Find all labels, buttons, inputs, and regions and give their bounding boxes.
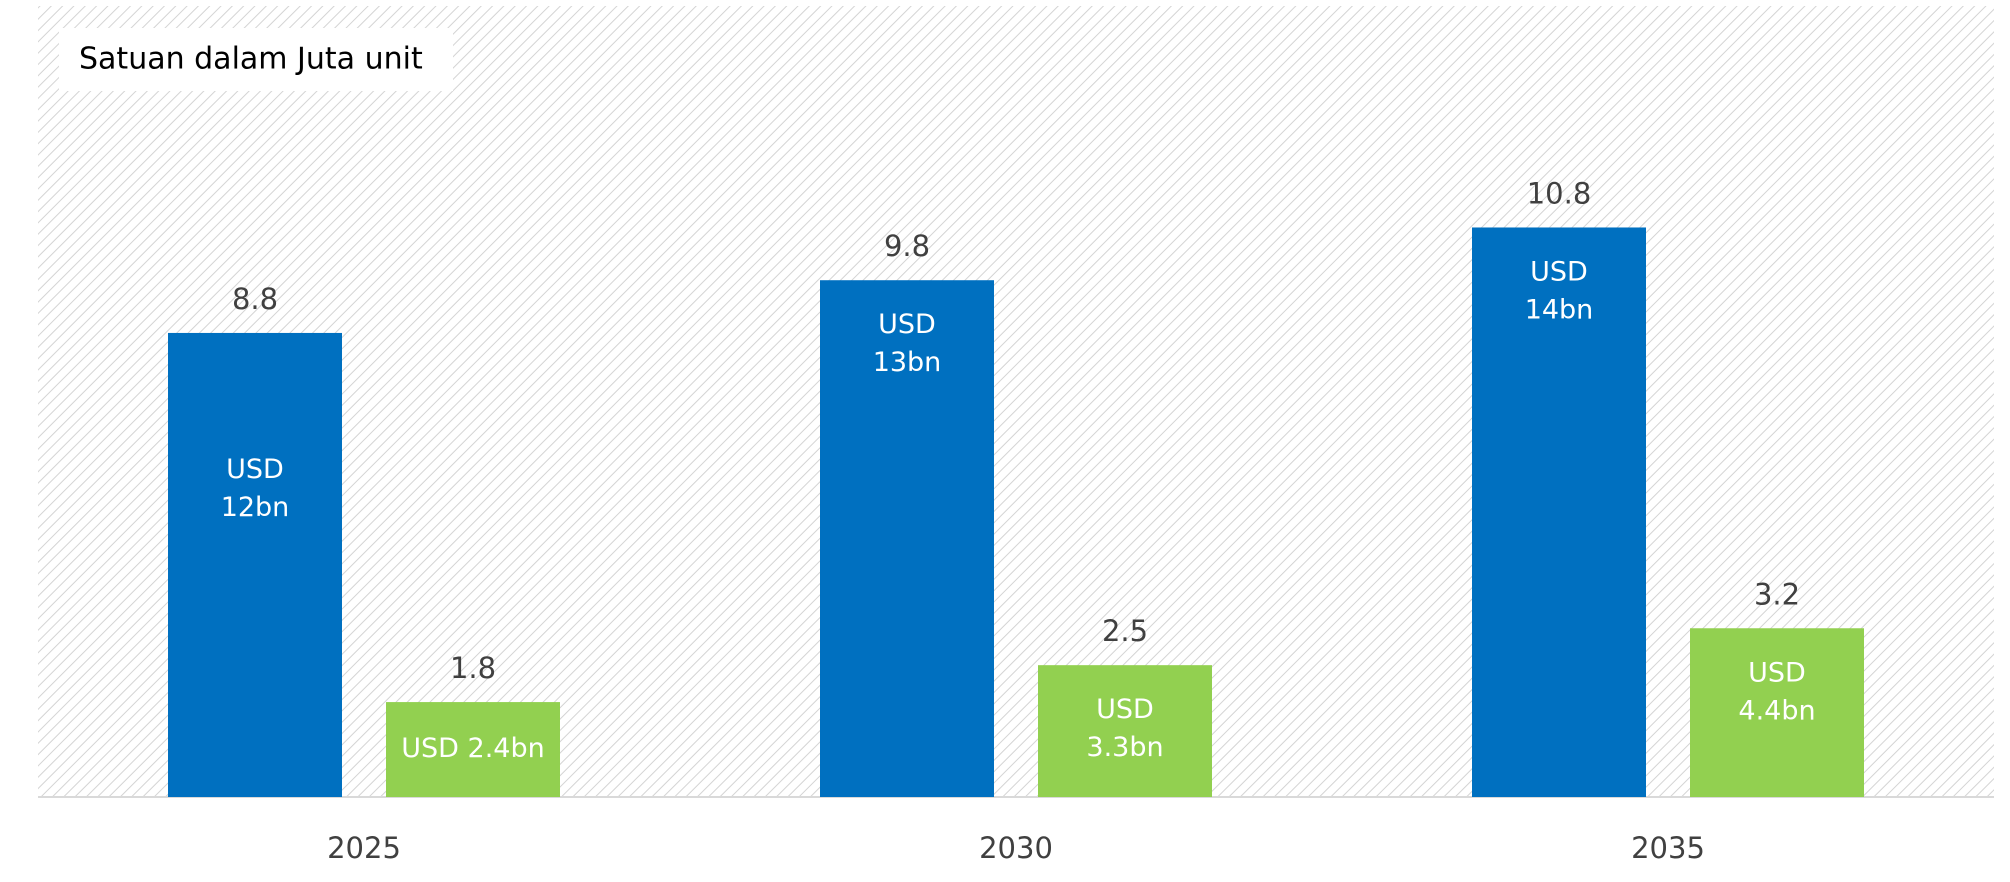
bar-annotation: USD 14bn bbox=[1525, 256, 1594, 325]
bar-annotation: USD 13bn bbox=[873, 309, 942, 378]
value-label: 10.8 bbox=[1527, 176, 1592, 210]
value-label: 9.8 bbox=[884, 229, 930, 263]
bar-annotation: USD 2.4bn bbox=[401, 733, 544, 764]
value-label: 2.5 bbox=[1102, 614, 1148, 648]
bar bbox=[168, 332, 342, 797]
subtitle: Satuan dalam Juta unit bbox=[79, 42, 423, 77]
bar-annotation: USD 4.4bn bbox=[1738, 657, 1815, 726]
x-tick-label: 2030 bbox=[979, 831, 1053, 865]
bar-annotation: USD 3.3bn bbox=[1086, 694, 1163, 763]
value-label: 3.2 bbox=[1754, 577, 1800, 611]
bar bbox=[1472, 227, 1646, 798]
bar bbox=[1038, 665, 1212, 797]
subtitle-box bbox=[59, 28, 453, 91]
value-label: 1.8 bbox=[450, 651, 496, 685]
bar-annotation: USD 12bn bbox=[221, 453, 290, 522]
x-tick-label: 2025 bbox=[327, 831, 401, 865]
x-tick-label: 2035 bbox=[1631, 831, 1705, 865]
bar bbox=[820, 280, 994, 797]
bar bbox=[386, 702, 560, 797]
bar bbox=[1690, 628, 1864, 797]
plot-background bbox=[38, 6, 1994, 797]
value-label: 8.8 bbox=[232, 282, 278, 316]
